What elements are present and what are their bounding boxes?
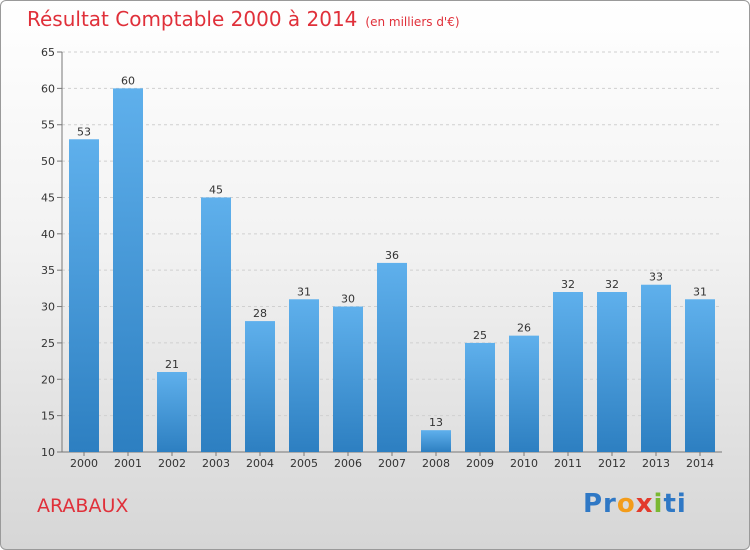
value-label-2012: 32 xyxy=(605,278,619,291)
logo-part-3: x xyxy=(635,489,654,519)
logo-part-4: i xyxy=(653,489,664,519)
x-tick-label-2011: 2011 xyxy=(554,457,582,470)
value-label-2010: 26 xyxy=(517,322,531,335)
x-tick-label-2003: 2003 xyxy=(202,457,230,470)
value-label-2011: 32 xyxy=(561,278,575,291)
x-tick-label-2006: 2006 xyxy=(334,457,362,470)
bars xyxy=(69,88,715,453)
value-label-2002: 21 xyxy=(165,358,179,371)
x-tick-label-2014: 2014 xyxy=(686,457,714,470)
y-tick-label: 35 xyxy=(41,264,55,277)
value-label-2013: 33 xyxy=(649,271,663,284)
value-label-2007: 36 xyxy=(385,249,399,262)
x-tick-label-2012: 2012 xyxy=(598,457,626,470)
x-tick-label-2010: 2010 xyxy=(510,457,538,470)
value-label-2005: 31 xyxy=(297,285,311,298)
y-axis-ticks: 10 15 20 25 30 35 40 45 50 55 60 65 xyxy=(41,46,62,459)
bar-2009 xyxy=(465,342,495,452)
x-tick-label-2000: 2000 xyxy=(70,457,98,470)
y-tick-label: 15 xyxy=(41,410,55,423)
x-axis-ticks: 2000 2001 2002 2003 2004 2005 2006 2007 2008 2009… xyxy=(70,452,714,470)
x-tick-label-2007: 2007 xyxy=(378,457,406,470)
logo-part-1: Pr xyxy=(583,489,617,519)
y-tick-label: 20 xyxy=(41,373,55,386)
value-label-2003: 45 xyxy=(209,183,223,196)
y-tick-label: 10 xyxy=(41,446,55,459)
bar-2013 xyxy=(641,284,671,452)
y-tick-label: 50 xyxy=(41,155,55,168)
value-labels: 53 60 21 45 28 31 30 36 13 25 26 32 32 33 31 xyxy=(77,74,707,429)
y-tick-label: 60 xyxy=(41,82,55,95)
x-tick-label-2004: 2004 xyxy=(246,457,274,470)
value-label-2004: 28 xyxy=(253,307,267,320)
x-tick-label-2005: 2005 xyxy=(290,457,318,470)
y-tick-label: 25 xyxy=(41,337,55,350)
bar-2005 xyxy=(289,299,319,452)
y-tick-label: 45 xyxy=(41,191,55,204)
bar-2001 xyxy=(113,88,143,452)
x-tick-label-2009: 2009 xyxy=(466,457,494,470)
x-tick-label-2013: 2013 xyxy=(642,457,670,470)
bar-2007 xyxy=(377,262,407,452)
value-label-2006: 30 xyxy=(341,293,355,306)
chart-title: Résultat Comptable 2000 à 2014 (en millie… xyxy=(27,7,460,31)
bar-2006 xyxy=(333,306,363,452)
place-name: ARABAUX xyxy=(37,495,129,517)
y-tick-label: 55 xyxy=(41,119,55,132)
logo-part-2: o xyxy=(616,489,636,519)
bar-2003 xyxy=(201,197,231,452)
bar-2002 xyxy=(157,372,187,452)
value-label-2008: 13 xyxy=(429,416,443,429)
bar-2010 xyxy=(509,335,539,452)
value-label-2000: 53 xyxy=(77,125,91,138)
bar-2000 xyxy=(69,139,99,453)
value-label-2001: 60 xyxy=(121,74,135,87)
y-tick-label: 30 xyxy=(41,301,55,314)
value-label-2014: 31 xyxy=(693,285,707,298)
proxiti-logo: Proxiti xyxy=(583,489,687,519)
y-tick-label: 40 xyxy=(41,228,55,241)
bar-2011 xyxy=(553,292,583,452)
chart-subtitle: (en milliers d'€) xyxy=(365,15,460,29)
value-label-2009: 25 xyxy=(473,329,487,342)
chart-title-text: Résultat Comptable 2000 à 2014 xyxy=(27,7,358,31)
bar-2014 xyxy=(685,299,715,452)
x-tick-label-2008: 2008 xyxy=(422,457,450,470)
x-tick-label-2001: 2001 xyxy=(114,457,142,470)
bar-2008 xyxy=(421,430,451,452)
x-tick-label-2002: 2002 xyxy=(158,457,186,470)
bar-2004 xyxy=(245,321,275,452)
y-tick-label: 65 xyxy=(41,46,55,59)
bar-2012 xyxy=(597,292,627,452)
logo-part-5: ti xyxy=(663,489,687,519)
